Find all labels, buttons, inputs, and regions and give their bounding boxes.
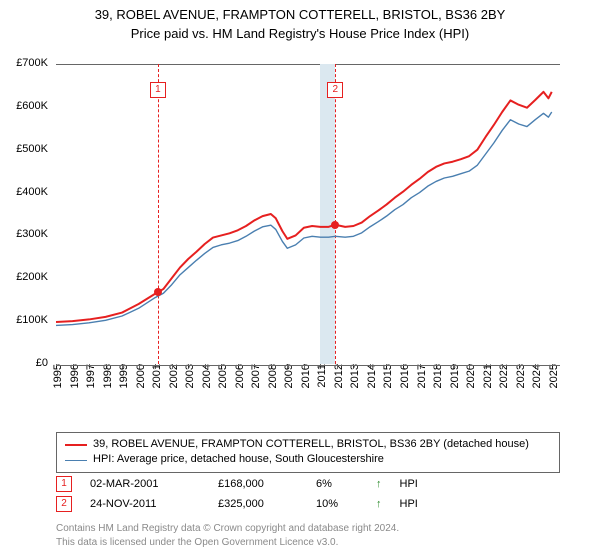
x-axis-label: 2012 — [333, 364, 345, 404]
x-axis-label: 2004 — [201, 364, 213, 404]
event-date-2: 24-NOV-2011 — [90, 498, 200, 510]
event-suffix-1: HPI — [400, 478, 418, 490]
x-axis-label: 1998 — [102, 364, 114, 404]
y-axis-label: £100K — [0, 314, 48, 326]
x-axis-label: 2000 — [135, 364, 147, 404]
legend-box: 39, ROBEL AVENUE, FRAMPTON COTTERELL, BR… — [56, 432, 560, 473]
legend-swatch-1 — [65, 444, 87, 446]
series-line-hpi — [56, 112, 552, 325]
x-axis-label: 2013 — [349, 364, 361, 404]
chart-area: £0 £100K £200K £300K £400K £500K £600K £700K 19… — [0, 52, 600, 422]
event-price-1: £168,000 — [218, 478, 298, 490]
event-marker-2: 2 — [56, 496, 72, 512]
x-axis-label: 2005 — [217, 364, 229, 404]
x-axis-label: 2020 — [465, 364, 477, 404]
up-arrow-icon: ↑ — [376, 498, 382, 510]
event-price-2: £325,000 — [218, 498, 298, 510]
y-axis-label: £700K — [0, 57, 48, 69]
x-axis-label: 2009 — [283, 364, 295, 404]
up-arrow-icon: ↑ — [376, 478, 382, 490]
x-axis-label: 1996 — [69, 364, 81, 404]
x-axis-label: 2016 — [399, 364, 411, 404]
x-axis-label: 2001 — [151, 364, 163, 404]
events-list: 1 02-MAR-2001 £168,000 6% ↑ HPI 2 24-NOV… — [56, 474, 560, 514]
x-axis-label: 2003 — [184, 364, 196, 404]
x-axis-label: 2008 — [267, 364, 279, 404]
x-axis-label: 1997 — [85, 364, 97, 404]
footer-line-2: This data is licensed under the Open Gov… — [56, 536, 560, 550]
series-line-price_paid — [56, 92, 552, 322]
x-axis-label: 2021 — [482, 364, 494, 404]
y-axis-label: £500K — [0, 143, 48, 155]
plot-svg — [56, 64, 560, 364]
event-date-1: 02-MAR-2001 — [90, 478, 200, 490]
y-axis-label: £0 — [0, 357, 48, 369]
event-row: 1 02-MAR-2001 £168,000 6% ↑ HPI — [56, 474, 560, 494]
x-axis-label: 2010 — [300, 364, 312, 404]
x-axis-label: 2014 — [366, 364, 378, 404]
event-pct-2: 10% — [316, 498, 358, 510]
x-axis-label: 2011 — [316, 364, 328, 404]
footer-line-1: Contains HM Land Registry data © Crown c… — [56, 522, 560, 536]
x-axis-label: 2025 — [548, 364, 560, 404]
legend-swatch-2 — [65, 460, 87, 461]
event-dot — [154, 288, 162, 296]
y-axis-label: £400K — [0, 186, 48, 198]
x-axis-label: 2023 — [515, 364, 527, 404]
x-axis-label: 2006 — [234, 364, 246, 404]
event-row: 2 24-NOV-2011 £325,000 10% ↑ HPI — [56, 494, 560, 514]
footer-attribution: Contains HM Land Registry data © Crown c… — [56, 522, 560, 549]
x-axis-label: 1995 — [52, 364, 64, 404]
x-axis-label: 2015 — [382, 364, 394, 404]
event-dot — [331, 221, 339, 229]
legend-label-2: HPI: Average price, detached house, Sout… — [93, 452, 384, 467]
chart-title-line1: 39, ROBEL AVENUE, FRAMPTON COTTERELL, BR… — [0, 6, 600, 24]
x-axis-label: 2018 — [432, 364, 444, 404]
chart-title-line2: Price paid vs. HM Land Registry's House … — [0, 26, 600, 41]
x-axis-label: 2019 — [449, 364, 461, 404]
y-axis-label: £300K — [0, 228, 48, 240]
x-axis-label: 2017 — [416, 364, 428, 404]
y-axis-label: £600K — [0, 100, 48, 112]
x-axis-label: 2002 — [168, 364, 180, 404]
x-axis-label: 2007 — [250, 364, 262, 404]
y-axis-label: £200K — [0, 271, 48, 283]
x-axis-label: 1999 — [118, 364, 130, 404]
event-pct-1: 6% — [316, 478, 358, 490]
legend-label-1: 39, ROBEL AVENUE, FRAMPTON COTTERELL, BR… — [93, 437, 529, 452]
x-axis-label: 2022 — [498, 364, 510, 404]
event-suffix-2: HPI — [400, 498, 418, 510]
event-marker-1: 1 — [56, 476, 72, 492]
x-axis-label: 2024 — [531, 364, 543, 404]
